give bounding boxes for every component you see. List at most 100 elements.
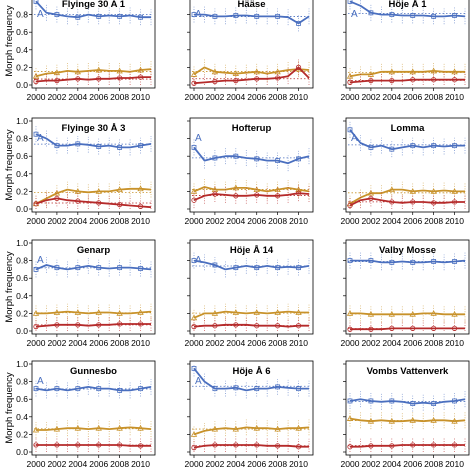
series-line	[36, 444, 151, 447]
panel-letter: A	[37, 133, 44, 144]
series-line	[350, 312, 465, 316]
series-point	[116, 310, 123, 316]
series-point	[96, 76, 102, 82]
y-axis-label: Morph frequency	[4, 251, 15, 323]
series-point	[347, 444, 353, 450]
y-tick-label: 1.0	[16, 359, 28, 369]
series-point	[368, 144, 374, 150]
series-point	[75, 141, 81, 147]
series-line	[35, 133, 152, 149]
x-tick-label: 2010	[445, 216, 464, 226]
series-point	[431, 200, 437, 206]
series-point	[212, 155, 218, 161]
panel-frame	[189, 239, 314, 335]
series-point	[431, 401, 437, 407]
series-line	[349, 417, 466, 423]
x-tick-label: 2006	[247, 216, 266, 226]
series-point	[232, 425, 239, 432]
series-point	[296, 386, 301, 392]
series-point	[233, 265, 239, 271]
y-tick-label: 0.2	[16, 308, 28, 318]
series-line	[350, 327, 465, 331]
series-point	[275, 158, 281, 164]
series-line	[36, 426, 152, 431]
y-tick-label: 0.4	[16, 291, 28, 301]
panel: Vombs Vattenverk 2000 2002 2004 2006 2008 2010	[341, 360, 470, 469]
y-tick-label: 0.6	[16, 151, 28, 161]
series-point	[410, 199, 416, 205]
series-point	[212, 191, 218, 197]
series-line	[349, 78, 465, 84]
panel-frame	[189, 0, 314, 89]
series-point	[368, 195, 374, 202]
series-point	[295, 309, 302, 315]
panel-frame	[31, 239, 156, 335]
series-point	[274, 68, 281, 75]
series-point	[96, 442, 102, 448]
series-point	[137, 203, 144, 209]
panel-letter: A	[351, 9, 358, 20]
x-tick-label: 2002	[205, 338, 224, 348]
x-tick-label: 2010	[445, 338, 464, 348]
panel-frame	[31, 360, 156, 456]
series-point	[117, 202, 123, 208]
x-tick-label: 2000	[27, 459, 46, 469]
series-point	[53, 189, 61, 196]
series-point	[388, 68, 395, 75]
series-point	[389, 199, 395, 205]
x-tick-label: 2008	[424, 459, 443, 469]
series-point	[346, 310, 354, 316]
x-tick-label: 2010	[289, 338, 308, 348]
series-point	[212, 78, 218, 85]
series-line	[350, 444, 465, 448]
series-point	[254, 76, 260, 82]
series-point	[54, 442, 60, 448]
y-tick-label: 0.2	[16, 429, 28, 439]
y-tick-label: 1.0	[16, 116, 28, 126]
x-tick-label: 2002	[361, 92, 380, 102]
x-tick-label: 2002	[205, 459, 224, 469]
series-point	[295, 323, 302, 329]
x-tick-label: 2006	[247, 338, 266, 348]
series-point	[410, 259, 416, 265]
panel: Valby Mosse 2000 2002 2004 2006 2008 2010	[341, 239, 470, 348]
series-point	[253, 68, 260, 75]
y-tick-label: 0.0	[16, 447, 28, 457]
y-axis-label: Morph frequency	[4, 5, 15, 77]
x-tick-label: 2010	[289, 216, 308, 226]
series-point	[54, 386, 60, 392]
series-point	[368, 326, 374, 332]
series-point	[137, 74, 144, 80]
x-tick-label: 2000	[341, 459, 360, 469]
series-point	[54, 12, 60, 17]
panel-frame	[345, 360, 470, 456]
x-tick-label: 2008	[110, 459, 129, 469]
y-tick-label: 0.2	[16, 62, 28, 72]
series-line	[35, 385, 152, 392]
x-tick-label: 2006	[89, 92, 108, 102]
series-line	[193, 310, 309, 319]
x-tick-label: 2002	[361, 338, 380, 348]
series-line	[35, 76, 151, 83]
y-tick-label: 0.0	[16, 326, 28, 336]
series-point	[95, 188, 102, 194]
series-point	[389, 325, 395, 331]
series-line	[349, 70, 465, 78]
series-point	[212, 442, 218, 448]
series-point	[211, 68, 219, 75]
series-point	[367, 189, 375, 196]
series-point	[254, 323, 260, 329]
series-point	[54, 78, 60, 84]
series-point	[75, 442, 81, 448]
series-point	[389, 78, 395, 84]
panel-frame	[345, 0, 470, 89]
series-point	[137, 309, 144, 315]
series-point	[430, 310, 437, 316]
x-tick-label: 2008	[268, 459, 287, 469]
y-tick-label: 0.0	[16, 80, 28, 90]
panel-title: Valby Mosse	[379, 245, 436, 256]
series-point	[33, 323, 39, 330]
y-tick-label: 0.8	[16, 377, 28, 387]
series-point	[409, 416, 416, 423]
